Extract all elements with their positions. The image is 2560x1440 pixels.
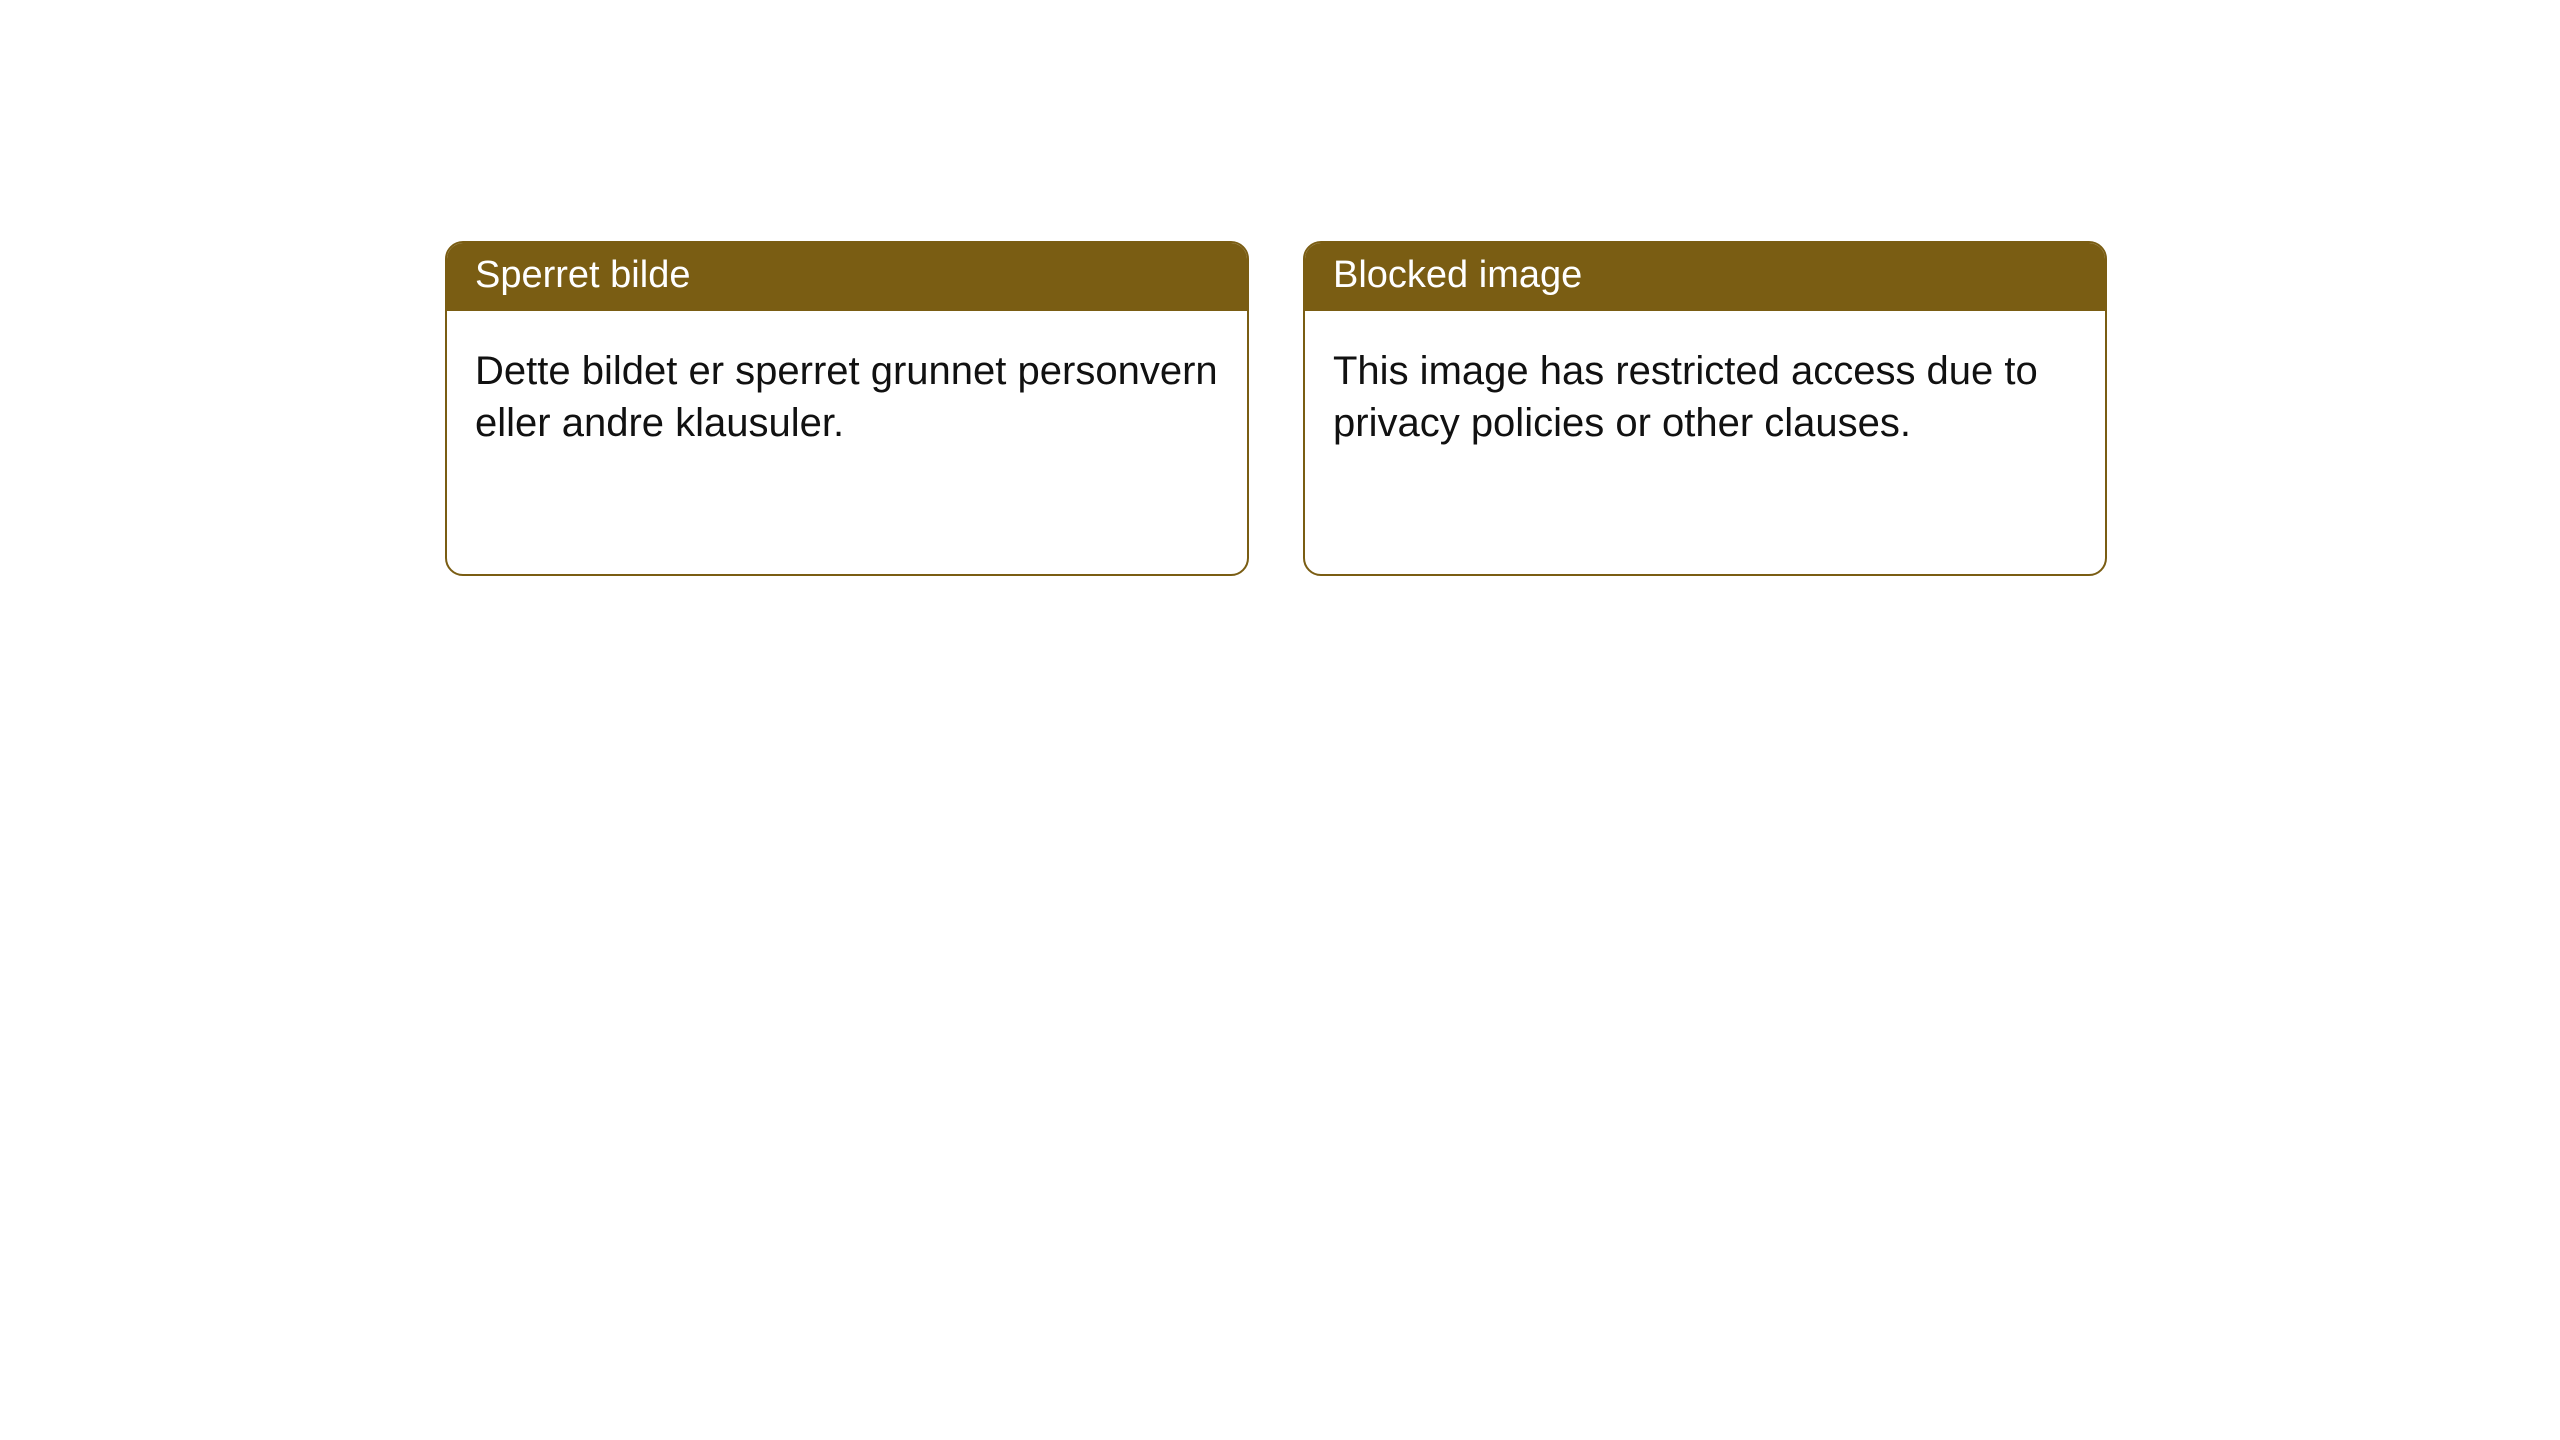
card-body-text: This image has restricted access due to … (1333, 349, 2038, 445)
notice-card-english: Blocked image This image has restricted … (1303, 241, 2107, 576)
card-body: This image has restricted access due to … (1305, 311, 2105, 477)
card-body-text: Dette bildet er sperret grunnet personve… (475, 349, 1218, 445)
card-header: Blocked image (1305, 243, 2105, 311)
card-title: Blocked image (1333, 254, 1582, 296)
notice-container: Sperret bilde Dette bildet er sperret gr… (445, 241, 2107, 576)
notice-card-norwegian: Sperret bilde Dette bildet er sperret gr… (445, 241, 1249, 576)
card-header: Sperret bilde (447, 243, 1247, 311)
card-title: Sperret bilde (475, 254, 690, 296)
card-body: Dette bildet er sperret grunnet personve… (447, 311, 1247, 477)
